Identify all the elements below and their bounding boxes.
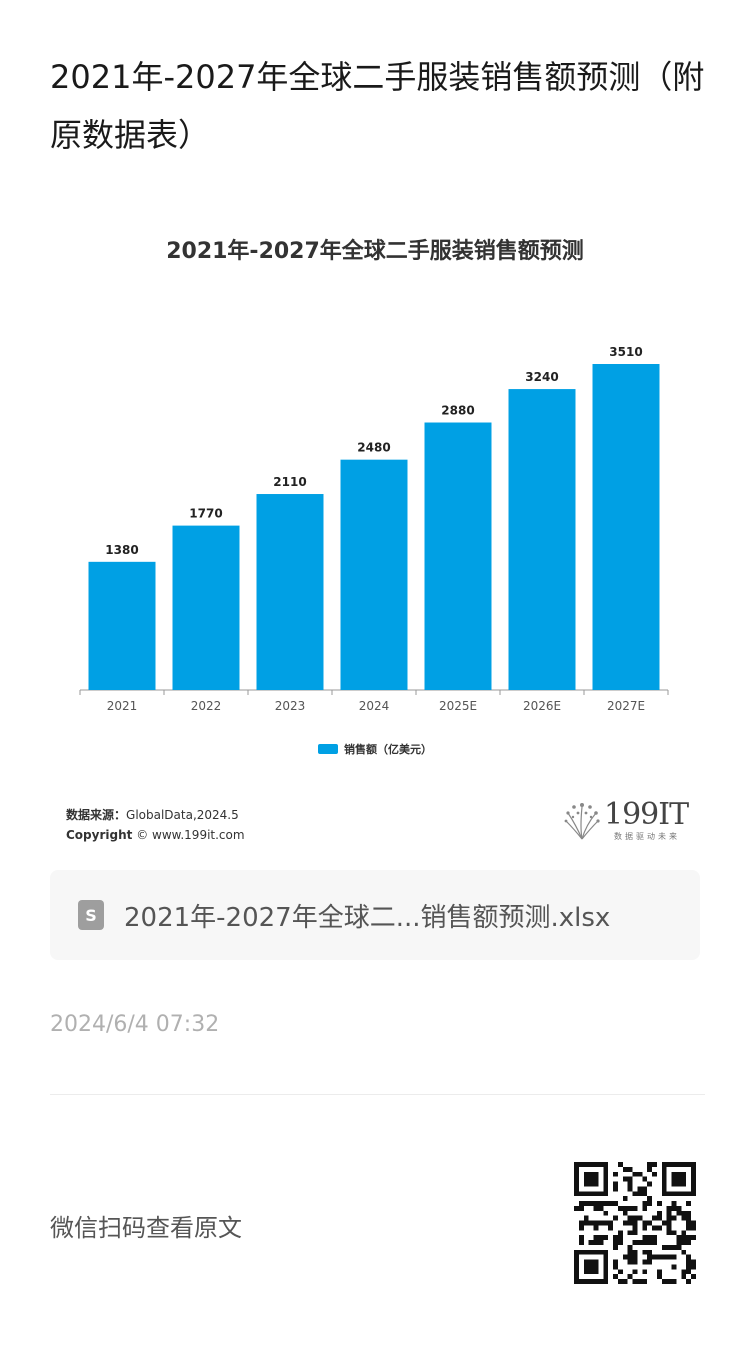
data-label: 2880 (441, 404, 474, 418)
chart-title: 2021年-2027年全球二手服装销售额预测 (166, 239, 584, 264)
logo-199it: 199IT 数据驱动未来 (560, 797, 690, 843)
copyright-label: Copyright (66, 828, 133, 842)
x-tick-label: 2023 (275, 699, 306, 713)
bar-2026E (508, 389, 576, 690)
source-value: GlobalData,2024.5 (126, 808, 239, 822)
x-tick-label: 2021 (107, 699, 138, 713)
data-label: 3240 (525, 370, 558, 384)
x-tick-label: 2027E (607, 699, 645, 713)
x-tick-label: 2022 (191, 699, 222, 713)
chart-card: 2021年-2027年全球二手服装销售额预测 1380 2021 1770 2022 2… (50, 215, 700, 855)
source-label: 数据来源： (66, 808, 127, 822)
bar-2027E (592, 364, 660, 690)
spreadsheet-icon: S (78, 900, 104, 930)
data-label: 1770 (189, 507, 222, 521)
data-label: 2480 (357, 441, 390, 455)
legend-swatch (318, 744, 338, 754)
source-note: 数据来源：GlobalData,2024.5 Copyright © www.1… (66, 805, 245, 845)
copyright-value: © www.199it.com (136, 828, 245, 842)
bar-chart: 1380 2021 1770 2022 2110 2023 2480 2024 2880 2025… (79, 345, 669, 713)
legend: 销售额（亿美元） (318, 741, 432, 757)
dandelion-icon (564, 803, 600, 840)
x-tick-label: 2026E (523, 699, 561, 713)
legend-label: 销售额（亿美元） (344, 743, 432, 756)
bar-2024 (340, 459, 408, 690)
attachment-card[interactable]: S 2021年-2027年全球二...销售额预测.xlsx (50, 870, 700, 960)
bar-2025E (424, 422, 492, 690)
bar-2023 (256, 494, 324, 690)
logo-tagline: 数据驱动未来 (614, 832, 680, 841)
page-title: 2021年-2027年全球二手服装销售额预测（附原数据表） (50, 58, 705, 154)
qr-code[interactable] (574, 1162, 696, 1284)
bar-2021 (88, 561, 156, 690)
logo-text: 199IT (604, 797, 689, 832)
attachment-filename: 2021年-2027年全球二...销售额预测.xlsx (124, 902, 611, 933)
data-label: 1380 (105, 543, 138, 557)
bar-2022 (172, 525, 240, 690)
scan-prompt: 微信扫码查看原文 (50, 1214, 242, 1242)
data-label: 3510 (609, 345, 642, 359)
timestamp: 2024/6/4 07:32 (50, 1012, 220, 1037)
divider (50, 1094, 705, 1095)
x-tick-label: 2024 (359, 699, 390, 713)
data-label: 2110 (273, 475, 306, 489)
x-tick-label: 2025E (439, 699, 477, 713)
